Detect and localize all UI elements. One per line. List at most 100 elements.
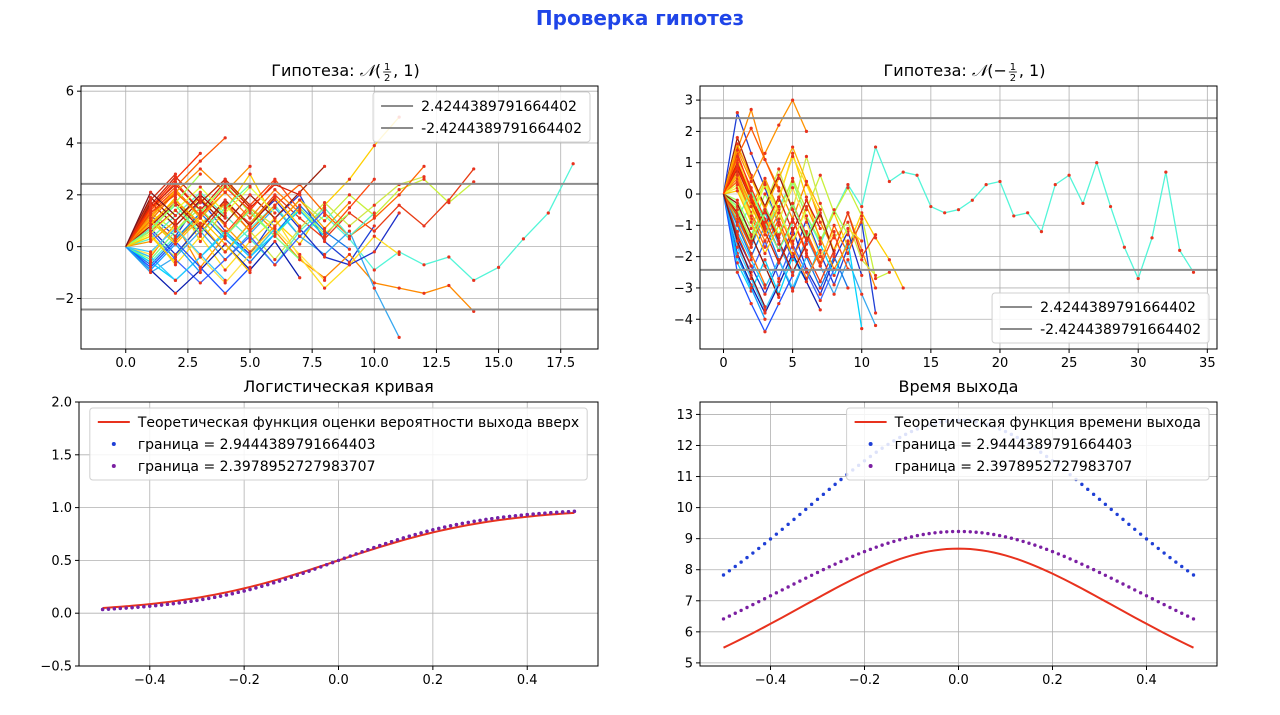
theory-curve xyxy=(723,547,1194,649)
legend-label: граница = 2.9444389791664403 xyxy=(895,437,1133,453)
estimate-point xyxy=(1185,569,1190,573)
trajectory-point xyxy=(248,193,252,197)
trajectory-point xyxy=(763,151,767,155)
trajectory-point xyxy=(322,208,327,212)
estimate-point xyxy=(130,605,134,610)
x-tick-label: 5.0 xyxy=(240,356,261,371)
trajectory-point xyxy=(223,291,227,295)
estimate-point xyxy=(531,512,535,516)
trajectory-point xyxy=(735,208,739,212)
estimate-point xyxy=(804,576,808,580)
y-tick-label: 2.0 xyxy=(51,396,72,411)
trajectory-point xyxy=(846,211,850,215)
trajectory-point xyxy=(273,180,277,184)
trajectory-point xyxy=(223,281,227,285)
y-tick-label: −2 xyxy=(55,292,74,307)
y-tick-label: 9 xyxy=(685,532,693,547)
estimate-point xyxy=(142,604,146,609)
trajectory-point xyxy=(397,335,401,339)
trajectory-point xyxy=(735,245,739,249)
trajectory-point xyxy=(804,198,809,202)
trajectory-point xyxy=(887,179,891,184)
estimate-point xyxy=(809,573,814,577)
trajectory-point xyxy=(248,211,252,215)
title-frac-num: 1 xyxy=(384,62,390,73)
x-tick-label: 0.0 xyxy=(115,356,136,371)
estimate-point xyxy=(1144,594,1149,598)
trajectory-point xyxy=(273,188,277,192)
trajectory-point xyxy=(198,185,202,189)
trajectory-point xyxy=(1067,173,1071,177)
trajectory-point xyxy=(298,252,302,257)
trajectory-point xyxy=(763,176,767,180)
trajectory-point xyxy=(735,161,739,165)
estimate-point xyxy=(118,606,122,611)
trajectory-point xyxy=(804,239,809,243)
x-tick-label: 10 xyxy=(853,356,870,371)
chart-panel-3: −0.4 −0.2 0.0 0.2 0.4 −0.5 0.0 0.5 1.0 1.5 2.0 Логи… xyxy=(40,377,599,688)
estimate-point xyxy=(454,522,459,527)
trajectory-point xyxy=(173,226,178,231)
trajectory-point xyxy=(860,239,864,243)
estimate-point xyxy=(431,528,435,532)
trajectory-point xyxy=(735,148,739,152)
estimate-point xyxy=(1056,552,1061,556)
trajectory-point xyxy=(173,172,178,176)
trajectory-point xyxy=(929,204,933,209)
trajectory-point xyxy=(804,251,809,256)
trajectory-point xyxy=(860,214,864,218)
trajectory-point xyxy=(298,203,302,207)
estimate-point xyxy=(401,536,406,540)
trajectory-point xyxy=(901,286,905,290)
trajectory-point xyxy=(173,234,178,238)
trajectory-point xyxy=(273,239,277,244)
trajectory-point xyxy=(846,258,850,262)
trajectory-point xyxy=(298,211,302,215)
estimate-point xyxy=(1191,573,1196,577)
x-tick-label: 35 xyxy=(1199,356,1216,371)
chart-title: Время выхода xyxy=(899,377,1019,396)
estimate-point xyxy=(260,584,264,588)
trajectory-line xyxy=(125,152,201,248)
trajectory-point xyxy=(148,250,153,254)
trajectory-point xyxy=(777,189,781,193)
trajectory-line xyxy=(125,243,201,273)
trajectory-point xyxy=(860,292,864,296)
y-tick-label: 0.0 xyxy=(51,607,72,622)
trajectory-point xyxy=(298,276,302,280)
estimate-point xyxy=(762,597,767,601)
trajectory-point xyxy=(198,151,202,155)
estimate-point xyxy=(124,606,128,610)
trajectory-line xyxy=(723,193,766,243)
trajectory-line xyxy=(125,191,201,248)
trajectory-point xyxy=(846,286,850,290)
estimate-point xyxy=(1103,502,1108,507)
trajectory-point xyxy=(818,173,822,177)
trajectory-point xyxy=(818,208,822,212)
title-tail: , 1) xyxy=(393,61,420,80)
trajectory-point xyxy=(198,239,202,244)
trajectory-point xyxy=(148,234,153,238)
trajectory-point xyxy=(777,204,781,209)
estimate-point xyxy=(968,530,972,534)
estimate-point xyxy=(1150,542,1155,546)
estimate-point xyxy=(886,541,890,545)
trajectory-point xyxy=(273,177,277,181)
trajectory-point xyxy=(173,175,178,179)
estimate-point xyxy=(1080,482,1084,487)
estimate-point xyxy=(1097,570,1102,575)
estimate-point xyxy=(880,543,884,547)
y-tick-label: −2 xyxy=(674,250,693,265)
trajectory-point xyxy=(735,136,739,140)
estimate-point xyxy=(572,509,577,514)
trajectory-point xyxy=(943,211,947,215)
trajectory-point xyxy=(148,224,153,228)
trajectory-point xyxy=(846,233,850,237)
estimate-point xyxy=(407,534,411,538)
trajectory-line xyxy=(722,189,794,252)
trajectory-point xyxy=(777,223,781,227)
trajectory-point xyxy=(735,220,739,224)
estimate-point xyxy=(136,605,140,609)
trajectory-point xyxy=(860,273,864,278)
